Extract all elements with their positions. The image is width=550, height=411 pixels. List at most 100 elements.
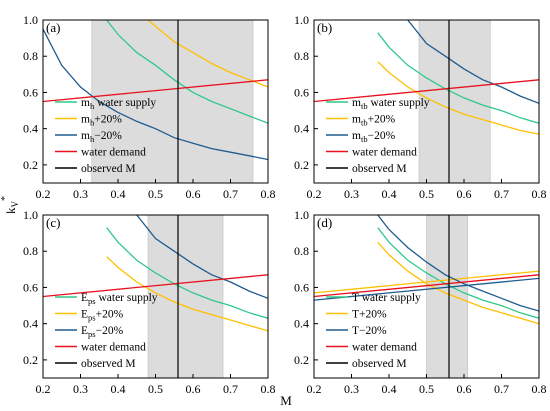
- x-tick-label: 0.7: [223, 382, 238, 396]
- x-tick-label: 0.3: [73, 187, 88, 201]
- y-tick-label: 0.6: [294, 85, 309, 99]
- x-tick-label: 0.2: [36, 382, 51, 396]
- series-line-1: [377, 61, 539, 135]
- legend-entry-sub: tb: [361, 101, 368, 111]
- legend-entry-main: water demand: [81, 342, 146, 354]
- x-axis-title: M: [280, 393, 292, 408]
- legend-entry-rest: water supply: [96, 292, 158, 304]
- y-tick-label: 0.4: [23, 122, 38, 136]
- x-tick-label: 0.7: [494, 187, 509, 201]
- y-tick-label: 0.8: [23, 244, 38, 258]
- x-tick-label: 0.3: [73, 382, 88, 396]
- panel-b: 0.2 0.3 0.4 0.5 0.6 0.7 0.8 0.2 0.4 0.6 0.8 1.0 (b) m…: [294, 13, 547, 201]
- y-axis-title-main: k: [3, 207, 18, 214]
- y-tick-label: 1.0: [294, 208, 309, 222]
- legend-entry-sub: h: [90, 134, 95, 144]
- series-line-2: [407, 20, 539, 104]
- y-tick-label: 0.2: [23, 158, 38, 172]
- y-tick-label: 0.2: [294, 353, 309, 367]
- panel-d: 0.2 0.3 0.4 0.5 0.6 0.7 0.8 0.2 0.4 0.6 0.8 1.0 (d) T…: [294, 208, 547, 396]
- legend-entry-main: observed M: [352, 163, 407, 175]
- panel-a: 0.2 0.3 0.4 0.5 0.6 0.7 0.8 0.2 0.4 0.6 0.8 1.0 (a) m…: [23, 13, 276, 201]
- legend-entry: Eps water supply: [81, 292, 158, 306]
- legend-entry-main: m: [81, 114, 90, 126]
- x-tick-label: 0.3: [344, 187, 359, 201]
- x-tick-label: 0.7: [223, 187, 238, 201]
- legend-entry: mh+20%: [81, 114, 122, 128]
- legend-entry-rest: −20%: [368, 130, 396, 142]
- legend-entry: observed M: [81, 163, 136, 175]
- series-line-2: [43, 28, 268, 161]
- x-tick-label: 0.6: [186, 187, 201, 201]
- legend-entry: T+20%: [352, 309, 387, 321]
- series-line-0: [377, 32, 539, 124]
- legend-entry-main: E: [81, 325, 88, 337]
- legend-entry: water demand: [81, 147, 146, 159]
- x-tick-label: 0.2: [307, 187, 322, 201]
- legend-entry: water demand: [352, 342, 417, 354]
- x-tick-label: 0.4: [382, 382, 397, 396]
- legend-entry-sub: tb: [361, 134, 368, 144]
- legend-entry: mtb−20%: [352, 130, 396, 144]
- x-tick-label: 0.6: [186, 382, 201, 396]
- legend-entry-sub: h: [90, 118, 95, 128]
- shaded-range-band: [147, 214, 224, 379]
- plot-area: [314, 20, 539, 183]
- legend-entry-main: water demand: [352, 342, 417, 354]
- y-tick-label: 0.6: [23, 280, 38, 294]
- y-axis-title: kV*: [0, 196, 20, 214]
- y-tick-label: 0.8: [294, 244, 309, 258]
- plot-area: [43, 215, 268, 378]
- x-tick-label: 0.4: [111, 382, 126, 396]
- panel-label: (d): [317, 215, 332, 230]
- legend-entry-main: m: [352, 114, 361, 126]
- x-tick-label: 0.5: [419, 382, 434, 396]
- series-line-1: [147, 20, 268, 88]
- y-tick-label: 0.2: [23, 353, 38, 367]
- legend-entry-main: observed M: [81, 163, 136, 175]
- legend-entry-sub: h: [90, 101, 95, 111]
- legend-entry-rest: water supply: [94, 97, 156, 109]
- y-tick-label: 1.0: [23, 208, 38, 222]
- legend-entry: T water supply: [352, 292, 421, 304]
- series-line-3: [314, 79, 539, 103]
- legend-entry-rest: +20%: [94, 114, 122, 126]
- legend-entry: Eps−20%: [81, 325, 124, 339]
- legend-entry-main: observed M: [352, 358, 407, 370]
- y-tick-label: 1.0: [23, 13, 38, 27]
- legend-entry: observed M: [352, 163, 407, 175]
- series-line-1-supply: [377, 241, 539, 325]
- x-tick-label: 0.4: [382, 187, 397, 201]
- legend-entry: mh−20%: [81, 130, 122, 144]
- x-tick-label: 0.5: [148, 382, 163, 396]
- series-line-0: [106, 20, 268, 124]
- y-axis-title-sup: *: [0, 196, 11, 201]
- series-line-1: [106, 256, 268, 332]
- x-tick-label: 0.5: [419, 187, 434, 201]
- legend: Eps water supply Eps+20% Eps−20% water dema…: [55, 292, 158, 370]
- legend-entry: Eps+20%: [81, 309, 124, 323]
- panel-label: (b): [317, 20, 332, 35]
- x-tick-label: 0.8: [532, 382, 547, 396]
- y-tick-label: 0.8: [23, 49, 38, 63]
- legend-entry-rest: −20%: [96, 325, 124, 337]
- series-line-3: [43, 79, 268, 103]
- legend-entry-main: T water supply: [352, 292, 421, 304]
- y-tick-label: 0.6: [294, 280, 309, 294]
- legend-entry-sub: ps: [88, 313, 96, 323]
- x-tick-label: 0.8: [261, 187, 276, 201]
- legend-entry-main: m: [81, 97, 90, 109]
- legend-entry-rest: +20%: [96, 309, 124, 321]
- x-tick-label: 0.3: [344, 382, 359, 396]
- legend-entry-main: T−20%: [352, 325, 387, 337]
- series-line-3: [43, 274, 268, 298]
- legend-entry-main: m: [352, 130, 361, 142]
- legend-entry: observed M: [352, 358, 407, 370]
- legend-entry-sub: tb: [361, 118, 368, 128]
- legend-entry-main: water demand: [352, 147, 417, 159]
- x-tick-label: 0.5: [148, 187, 163, 201]
- legend-entry-rest: −20%: [94, 130, 122, 142]
